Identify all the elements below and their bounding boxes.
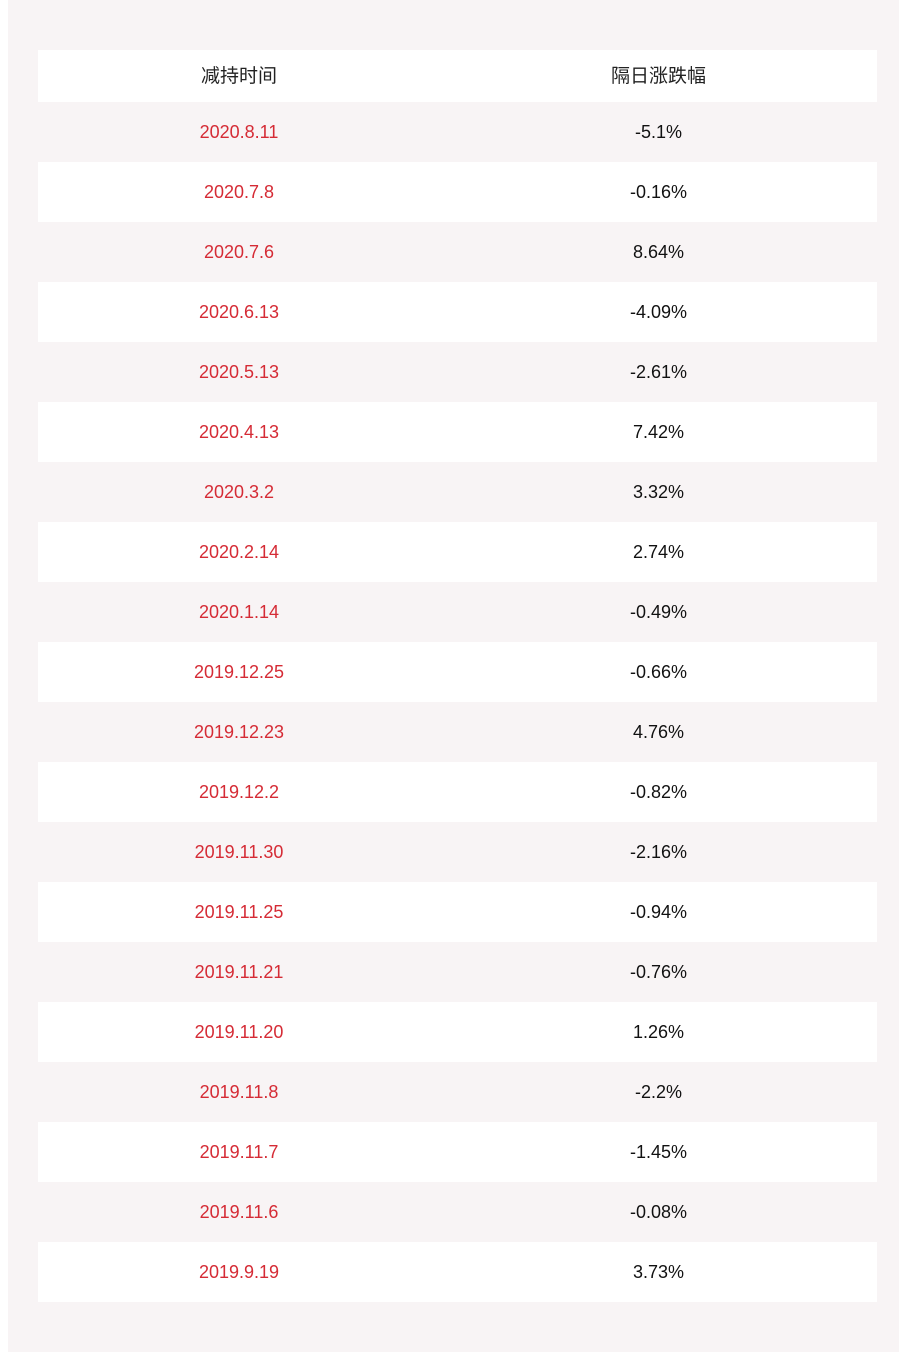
table-row: 2019.11.8 -2.2% <box>38 1062 877 1122</box>
reduction-date-cell: 2020.3.2 <box>203 482 275 502</box>
reduction-date-cell: 2020.7.6 <box>203 242 275 262</box>
next-day-change-cell: -2.61% <box>629 362 688 382</box>
reduction-date-cell: 2020.1.14 <box>198 602 280 622</box>
next-day-change-cell: -5.1% <box>634 122 683 142</box>
table-row: 2019.11.21 -0.76% <box>38 942 877 1002</box>
table-row: 2020.3.2 3.32% <box>38 462 877 522</box>
reduction-date-cell: 2019.11.30 <box>194 842 284 862</box>
next-day-change-cell: -2.2% <box>634 1082 683 1102</box>
next-day-change-cell: 8.64% <box>632 242 685 262</box>
table-header-row: 减持时间 隔日涨跌幅 <box>38 50 877 102</box>
next-day-change-cell: -0.49% <box>629 602 688 622</box>
reduction-date-cell: 2019.12.23 <box>193 722 285 742</box>
reduction-date-cell: 2019.11.21 <box>194 962 284 982</box>
reduction-date-cell: 2019.11.7 <box>199 1142 279 1162</box>
reduction-date-cell: 2019.12.2 <box>198 782 280 802</box>
reduction-date-cell: 2019.12.25 <box>193 662 285 682</box>
reduction-date-cell: 2019.9.19 <box>198 1262 280 1282</box>
table-row: 2019.12.23 4.76% <box>38 702 877 762</box>
next-day-change-cell: -0.08% <box>629 1202 688 1222</box>
next-day-change-cell: -2.16% <box>629 842 688 862</box>
header-reduction-time: 减持时间 <box>200 65 277 87</box>
table-row: 2020.7.6 8.64% <box>38 222 877 282</box>
table-row: 2019.11.20 1.26% <box>38 1002 877 1062</box>
reduction-date-cell: 2020.2.14 <box>198 542 280 562</box>
reduction-date-cell: 2020.8.11 <box>199 122 279 142</box>
next-day-change-cell: 1.26% <box>632 1022 685 1042</box>
table-row: 2020.8.11 -5.1% <box>38 102 877 162</box>
table-row: 2020.5.13 -2.61% <box>38 342 877 402</box>
table-row: 2019.11.7 -1.45% <box>38 1122 877 1182</box>
table-row: 2020.7.8 -0.16% <box>38 162 877 222</box>
table-row: 2020.2.14 2.74% <box>38 522 877 582</box>
next-day-change-cell: -1.45% <box>629 1142 688 1162</box>
table-row: 2020.4.13 7.42% <box>38 402 877 462</box>
header-next-day-change: 隔日涨跌幅 <box>610 65 706 87</box>
reduction-date-cell: 2020.6.13 <box>198 302 280 322</box>
table-row: 2019.11.6 -0.08% <box>38 1182 877 1242</box>
table-row: 2019.9.19 3.73% <box>38 1242 877 1302</box>
reduction-date-cell: 2019.11.8 <box>199 1082 279 1102</box>
next-day-change-cell: -0.82% <box>629 782 688 802</box>
next-day-change-cell: 2.74% <box>632 542 685 562</box>
table-row: 2019.12.2 -0.82% <box>38 762 877 822</box>
table-row: 2019.11.30 -2.16% <box>38 822 877 882</box>
reduction-date-cell: 2020.4.13 <box>198 422 280 442</box>
next-day-change-cell: 3.32% <box>632 482 685 502</box>
next-day-change-cell: 3.73% <box>632 1262 685 1282</box>
reduction-date-cell: 2019.11.20 <box>194 1022 284 1042</box>
table-panel: 减持时间 隔日涨跌幅 2020.8.11 -5.1% 2020.7.8 -0.16% 2… <box>8 0 899 1352</box>
data-table: 减持时间 隔日涨跌幅 2020.8.11 -5.1% 2020.7.8 -0.16% 2… <box>38 50 877 1302</box>
next-day-change-cell: -0.66% <box>629 662 688 682</box>
reduction-date-cell: 2020.7.8 <box>203 182 275 202</box>
table-row: 2020.6.13 -4.09% <box>38 282 877 342</box>
table-row: 2019.11.25 -0.94% <box>38 882 877 942</box>
reduction-date-cell: 2019.11.6 <box>199 1202 279 1222</box>
next-day-change-cell: -0.16% <box>629 182 688 202</box>
table-row: 2020.1.14 -0.49% <box>38 582 877 642</box>
table-body: 2020.8.11 -5.1% 2020.7.8 -0.16% 2020.7.6 8.64… <box>38 102 877 1302</box>
reduction-date-cell: 2020.5.13 <box>198 362 280 382</box>
next-day-change-cell: 7.42% <box>632 422 685 442</box>
reduction-date-cell: 2019.11.25 <box>194 902 284 922</box>
next-day-change-cell: 4.76% <box>632 722 685 742</box>
next-day-change-cell: -0.76% <box>629 962 688 982</box>
next-day-change-cell: -0.94% <box>629 902 688 922</box>
table-row: 2019.12.25 -0.66% <box>38 642 877 702</box>
next-day-change-cell: -4.09% <box>629 302 688 322</box>
